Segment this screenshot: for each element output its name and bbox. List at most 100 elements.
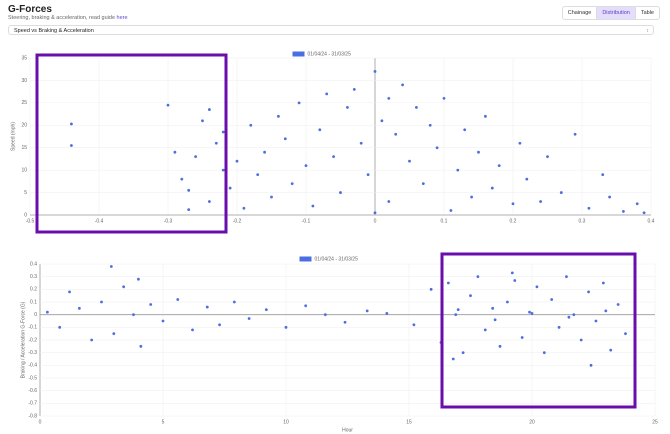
point [546, 155, 549, 159]
point [90, 338, 94, 342]
point [587, 206, 591, 210]
point [166, 103, 170, 107]
point [513, 279, 517, 282]
legend-swatch [292, 51, 305, 57]
point [567, 315, 571, 319]
point [559, 191, 563, 194]
point [373, 211, 377, 215]
point [359, 141, 363, 145]
point [380, 119, 384, 123]
point [594, 319, 598, 323]
point [579, 338, 583, 342]
page-title: G-Forces [8, 4, 52, 15]
point [493, 318, 497, 322]
subtitle-text: Steering, braking & acceleration, read g… [8, 15, 116, 21]
highlight-box [35, 53, 228, 234]
point [394, 132, 398, 136]
point [208, 108, 211, 111]
y-tick-label: 15 [21, 145, 27, 151]
point [542, 351, 546, 355]
point [346, 105, 349, 109]
point [498, 344, 502, 348]
y-tick-label: 30 [21, 78, 27, 84]
guide-link[interactable]: here [116, 15, 128, 21]
point [45, 310, 49, 314]
point [429, 287, 433, 291]
point [624, 332, 627, 336]
point [283, 137, 287, 141]
point [332, 155, 335, 159]
point [122, 285, 126, 289]
point [557, 325, 561, 329]
point [520, 336, 524, 339]
point [100, 300, 103, 304]
point [323, 313, 327, 317]
point [304, 164, 308, 168]
point [497, 164, 501, 168]
legend-label: 01/04/24 - 31/03/25 [315, 256, 359, 262]
point [311, 204, 315, 208]
point [191, 328, 194, 332]
point [525, 177, 529, 181]
point [242, 206, 246, 210]
point [518, 141, 522, 145]
point [511, 202, 515, 206]
point [469, 294, 472, 298]
select-value: Speed vs Braking & Acceleration [14, 28, 94, 34]
point [228, 186, 232, 190]
point [290, 182, 294, 186]
y-tick-label: 0 [24, 212, 27, 218]
point [366, 173, 370, 177]
x-tick-label: -0.1 [302, 218, 311, 224]
point [58, 325, 62, 329]
point [442, 96, 446, 100]
y-tick-label: 0 [34, 312, 37, 318]
point [446, 281, 450, 285]
view-tabs: Chainage Distribution Table [561, 6, 660, 20]
y-tick-label: -0.1 [28, 325, 37, 331]
point [412, 323, 416, 327]
x-tick-label: 5 [162, 419, 165, 425]
chart-select[interactable]: Speed vs Braking & Acceleration ↕ [8, 25, 654, 35]
point [180, 177, 184, 181]
point [187, 208, 191, 212]
point [530, 312, 534, 315]
point [451, 357, 455, 361]
point [249, 123, 253, 127]
x-tick-label: 0.3 [579, 218, 586, 224]
point [205, 305, 209, 309]
point [149, 303, 153, 306]
point [642, 211, 646, 215]
x-tick-label: 25 [652, 419, 658, 425]
point [173, 150, 177, 154]
point [573, 132, 577, 136]
x-tick-label: -0.5 [26, 218, 35, 224]
point [608, 195, 611, 199]
point [401, 83, 404, 87]
x-tick-label: 0.1 [441, 218, 448, 224]
point [408, 159, 411, 163]
point [77, 306, 81, 310]
point [477, 150, 480, 154]
tab[interactable]: Chainage [563, 7, 598, 19]
x-tick-label: -0.3 [164, 218, 173, 224]
point [339, 191, 342, 194]
y-tick-label: -0.6 [28, 388, 37, 394]
point [490, 186, 494, 190]
point [277, 114, 280, 118]
point [604, 309, 608, 313]
tab[interactable]: Distribution [597, 7, 636, 19]
y-tick-label: 25 [21, 100, 27, 106]
point [373, 70, 377, 73]
tab[interactable]: Table [640, 10, 654, 16]
point [208, 200, 211, 203]
point [264, 308, 268, 311]
y-axis-title: Speed (mph) [10, 122, 16, 151]
point [449, 209, 453, 212]
x-tick-label: 15 [406, 419, 412, 425]
point [194, 155, 198, 159]
point [587, 290, 590, 294]
x-tick-label: 20 [529, 419, 535, 425]
point [221, 168, 225, 172]
